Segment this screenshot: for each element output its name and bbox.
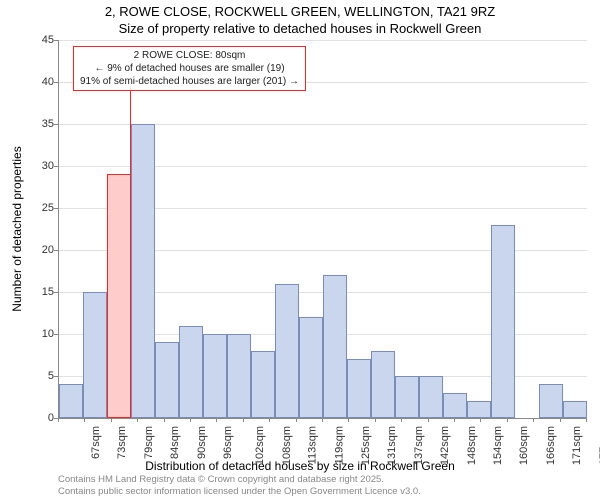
- bar: [203, 334, 227, 418]
- bar: [563, 401, 587, 418]
- x-tick-mark: [480, 418, 481, 422]
- y-tick-label: 45: [42, 34, 54, 46]
- x-tick-mark: [84, 418, 85, 422]
- x-tick-mark: [58, 418, 59, 422]
- y-tick-label: 25: [42, 202, 54, 214]
- bar: [323, 275, 347, 418]
- bar: [275, 284, 299, 418]
- bar: [491, 225, 515, 418]
- x-tick-mark: [560, 418, 561, 422]
- x-tick-mark: [137, 418, 138, 422]
- bar: [251, 351, 275, 418]
- bar-highlight: [107, 174, 131, 418]
- bar: [395, 376, 419, 418]
- y-axis-label: Number of detached properties: [10, 64, 24, 229]
- attribution-line1: Contains HM Land Registry data © Crown c…: [58, 474, 421, 485]
- y-tick-label: 10: [42, 328, 54, 340]
- title-sub: Size of property relative to detached ho…: [0, 21, 600, 36]
- y-tick-label: 40: [42, 76, 54, 88]
- bar: [83, 292, 107, 418]
- annotation-line2: ← 9% of detached houses are smaller (19): [80, 62, 299, 75]
- y-tick-label: 20: [42, 244, 54, 256]
- x-tick-label: 79sqm: [143, 426, 155, 459]
- y-tick-label: 15: [42, 286, 54, 298]
- annotation-line3: 91% of semi-detached houses are larger (…: [80, 75, 299, 88]
- x-tick-mark: [401, 418, 402, 422]
- bar: [227, 334, 251, 418]
- bar: [443, 393, 467, 418]
- bar: [371, 351, 395, 418]
- x-tick-mark: [428, 418, 429, 422]
- attribution: Contains HM Land Registry data © Crown c…: [58, 474, 421, 497]
- bar: [299, 317, 323, 418]
- x-tick-mark: [586, 418, 587, 422]
- x-tick-mark: [507, 418, 508, 422]
- title-main: 2, ROWE CLOSE, ROCKWELL GREEN, WELLINGTO…: [0, 4, 600, 19]
- x-axis-label: Distribution of detached houses by size …: [0, 459, 600, 473]
- x-tick-mark: [454, 418, 455, 422]
- x-tick-mark: [296, 418, 297, 422]
- bar: [467, 401, 491, 418]
- marker-line: [130, 86, 131, 418]
- x-tick-mark: [190, 418, 191, 422]
- attribution-line2: Contains public sector information licen…: [58, 486, 421, 497]
- bar: [131, 124, 155, 418]
- gridline: [59, 40, 587, 41]
- x-tick-mark: [269, 418, 270, 422]
- x-tick-label: 73sqm: [116, 426, 128, 459]
- plot-area: 2 ROWE CLOSE: 80sqm ← 9% of detached hou…: [58, 40, 587, 419]
- bar: [419, 376, 443, 418]
- x-tick-mark: [111, 418, 112, 422]
- y-tick-label: 30: [42, 160, 54, 172]
- annotation-box: 2 ROWE CLOSE: 80sqm ← 9% of detached hou…: [73, 46, 306, 91]
- y-tick-label: 35: [42, 118, 54, 130]
- x-tick-mark: [348, 418, 349, 422]
- bar: [155, 342, 179, 418]
- x-tick-label: 96sqm: [222, 426, 234, 459]
- x-tick-label: 67sqm: [90, 426, 102, 459]
- x-tick-label: 84sqm: [169, 426, 181, 459]
- bar: [179, 326, 203, 418]
- bar: [347, 359, 371, 418]
- bar: [59, 384, 83, 418]
- chart-container: 2, ROWE CLOSE, ROCKWELL GREEN, WELLINGTO…: [0, 0, 600, 500]
- bar: [539, 384, 563, 418]
- x-tick-mark: [533, 418, 534, 422]
- x-tick-label: 90sqm: [196, 426, 208, 459]
- x-tick-mark: [375, 418, 376, 422]
- x-tick-mark: [322, 418, 323, 422]
- x-tick-mark: [216, 418, 217, 422]
- annotation-line1: 2 ROWE CLOSE: 80sqm: [80, 49, 299, 62]
- x-tick-mark: [164, 418, 165, 422]
- x-tick-mark: [243, 418, 244, 422]
